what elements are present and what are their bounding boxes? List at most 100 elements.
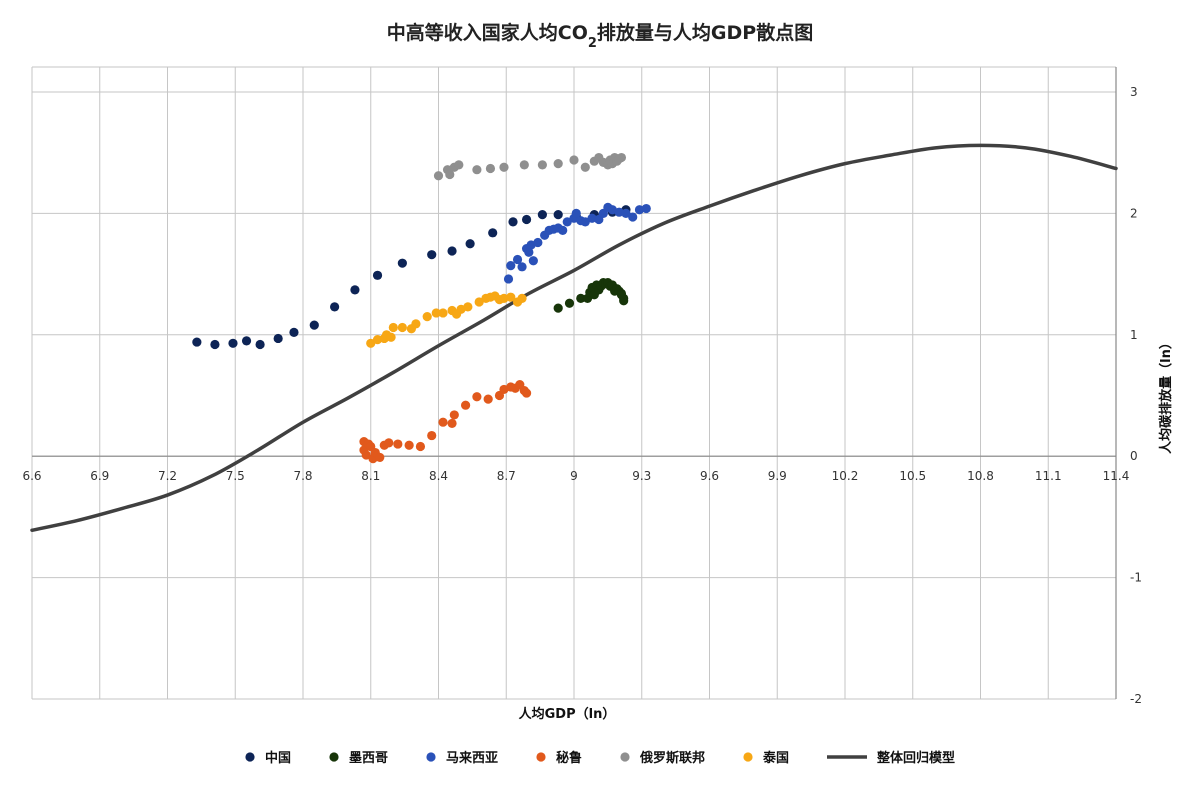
chart-title-subscript: 2	[588, 36, 597, 51]
data-point-series-4	[485, 163, 496, 174]
data-point-series-5	[474, 297, 484, 307]
x-tick-label: 6.9	[90, 469, 109, 483]
data-point-series-2	[533, 237, 543, 248]
legend-item-6: 整体回归模型	[827, 750, 955, 766]
legend-item-3: 秘鲁	[536, 750, 582, 766]
legend: 中国 墨西哥 马来西亚 秘鲁 俄罗斯联邦 泰国 整体回归模型	[245, 750, 955, 766]
data-point-series-1	[564, 298, 575, 308]
data-point-series-0	[309, 320, 319, 330]
data-point-series-1	[576, 293, 586, 303]
data-point-series-4	[454, 160, 464, 170]
data-point-series-3	[447, 418, 457, 429]
legend-dot-marker	[620, 752, 630, 762]
data-point-series-2	[580, 217, 590, 227]
legend-label: 墨西哥	[349, 750, 388, 766]
data-point-series-1	[553, 303, 563, 313]
x-tick-label: 11.4	[1103, 469, 1130, 483]
data-point-series-0	[228, 338, 238, 348]
x-tick-label: 7.5	[226, 469, 245, 483]
legend-label: 秘鲁	[556, 750, 582, 766]
data-point-series-4	[519, 160, 529, 170]
data-point-series-5	[431, 308, 441, 318]
data-point-series-5	[411, 319, 421, 329]
y-tick-label: -2	[1130, 692, 1142, 706]
legend-dot-marker	[245, 752, 255, 762]
data-point-series-3	[427, 430, 437, 441]
chart-title-part-2: 排放量与人均GDP散点图	[597, 21, 813, 44]
x-tick-label: 9.9	[768, 469, 787, 483]
data-point-series-2	[641, 203, 651, 214]
data-point-series-2	[628, 212, 638, 222]
data-point-series-2	[634, 205, 645, 215]
tick-labels: 6.6 6.9 7.2 7.5 7.8 8.1 8.4 8.7 9 9.3 9.6 9.9 10.2 10…	[22, 85, 1142, 706]
grid-lines	[31, 66, 1117, 700]
x-tick-label: 8.7	[497, 469, 516, 483]
x-tick-label: 8.1	[361, 469, 380, 483]
data-point-series-0	[192, 337, 202, 347]
data-point-series-2	[587, 213, 597, 223]
legend-item-5: 泰国	[743, 750, 789, 766]
data-point-series-2	[528, 256, 538, 266]
x-tick-label: 9.3	[632, 469, 651, 483]
axes	[32, 67, 1117, 699]
data-point-series-5	[463, 302, 473, 312]
data-point-series-0	[350, 285, 360, 295]
data-point-series-2	[558, 225, 568, 235]
data-point-series-0	[427, 250, 437, 260]
x-tick-label: 9	[570, 469, 578, 483]
legend-dot-marker	[743, 752, 753, 762]
data-point-series-0	[508, 217, 518, 227]
y-axis-label: 人均碳排放量（ln）	[1158, 336, 1174, 454]
regression-curve	[30, 143, 1118, 532]
legend-item-2: 马来西亚	[426, 750, 498, 766]
y-tick-label: 3	[1130, 85, 1138, 99]
y-tick-label: 1	[1130, 328, 1138, 342]
data-point-series-4	[433, 171, 444, 181]
legend-dot-marker	[426, 752, 436, 762]
legend-label: 中国	[265, 750, 291, 766]
data-point-series-4	[616, 152, 627, 163]
data-point-series-5	[388, 322, 398, 333]
y-tick-label: 2	[1130, 206, 1138, 220]
data-point-series-0	[255, 339, 265, 350]
data-point-series-0	[241, 336, 252, 346]
data-point-series-2	[517, 262, 527, 272]
chart-title: 中高等收入国家人均CO2排放量与人均GDP散点图	[387, 21, 813, 51]
legend-label: 俄罗斯联邦	[639, 750, 705, 766]
data-point-series-3	[438, 417, 448, 427]
data-point-series-2	[571, 208, 581, 218]
data-point-series-3	[461, 400, 471, 410]
data-point-series-3	[449, 410, 459, 420]
x-tick-label: 10.5	[899, 469, 926, 483]
chart-title-part-1: 中高等收入国家人均CO	[387, 21, 588, 44]
data-point-series-4	[499, 162, 509, 172]
data-point-series-4	[569, 155, 579, 165]
data-point-series-2	[524, 247, 534, 257]
x-tick-label: 6.6	[22, 469, 41, 483]
legend-label: 马来西亚	[446, 750, 498, 766]
data-point-series-0	[289, 327, 299, 337]
x-tick-label: 10.8	[967, 469, 994, 483]
data-point-series-0	[273, 333, 283, 344]
data-point-series-3	[361, 450, 371, 460]
x-tick-label: 9.6	[700, 469, 719, 483]
x-axis-label: 人均GDP（ln）	[519, 706, 616, 722]
data-point-series-0	[330, 302, 340, 312]
y-tick-label: -1	[1130, 571, 1142, 585]
legend-dot-marker	[536, 752, 546, 762]
data-point-series-5	[372, 335, 383, 345]
data-point-series-0	[372, 270, 383, 280]
data-point-series-2	[506, 261, 516, 271]
data-point-series-5	[422, 311, 432, 322]
data-point-series-4	[537, 160, 547, 170]
data-point-series-0	[210, 339, 220, 350]
data-point-series-5	[386, 332, 396, 342]
data-point-series-4	[472, 165, 482, 175]
legend-label: 泰国	[762, 750, 789, 766]
data-point-series-2	[614, 207, 624, 217]
legend-item-0: 中国	[245, 750, 291, 766]
x-tick-label: 8.4	[429, 469, 448, 483]
data-point-series-0	[447, 246, 457, 256]
